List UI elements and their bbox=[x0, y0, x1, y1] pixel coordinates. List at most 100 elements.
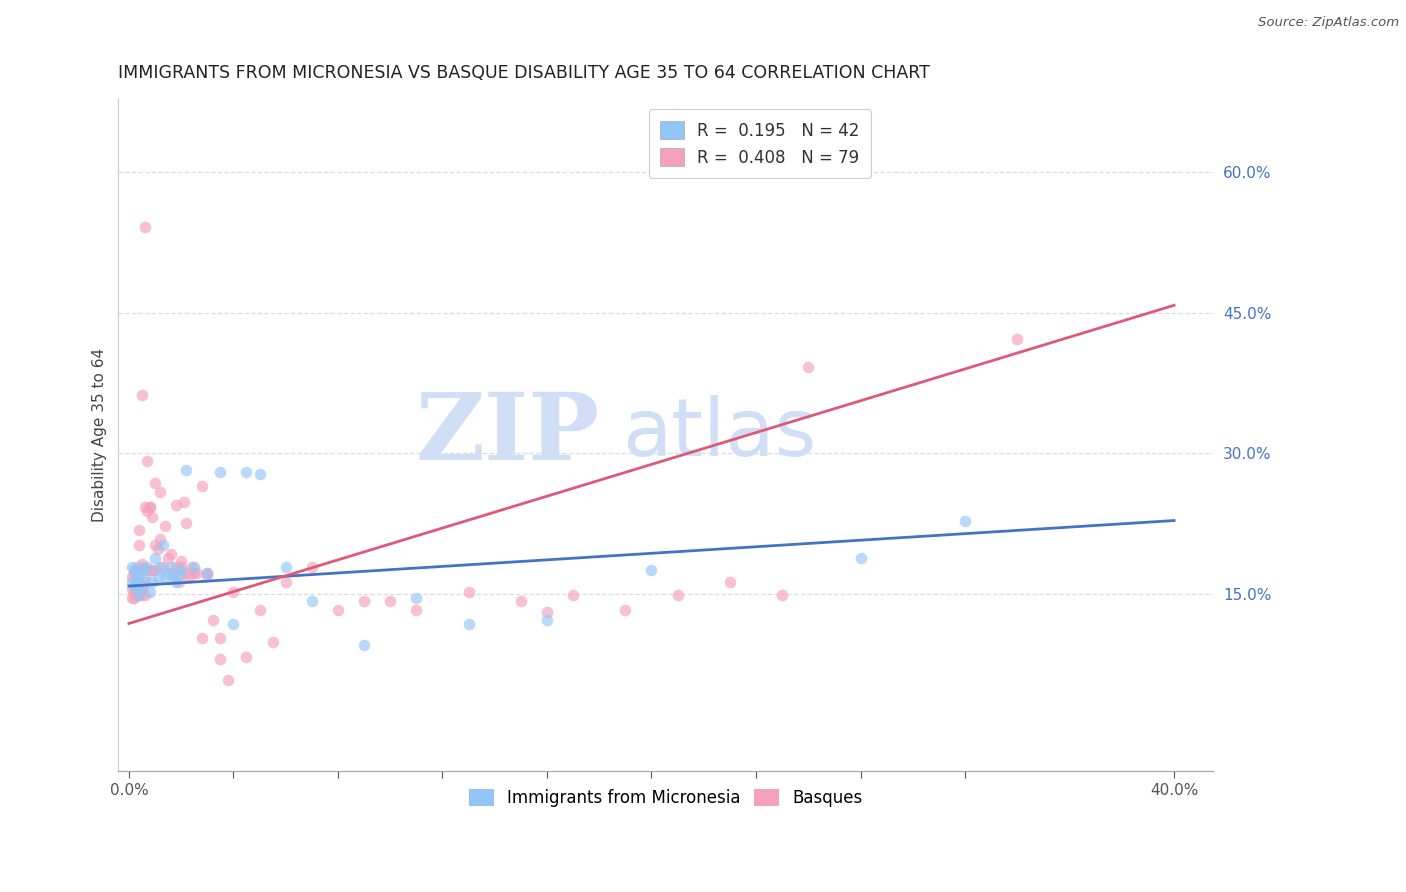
Point bbox=[167, 575, 190, 590]
Point bbox=[666, 589, 689, 603]
Point bbox=[134, 570, 156, 584]
Point bbox=[143, 538, 166, 552]
Point bbox=[134, 219, 156, 234]
Point bbox=[128, 523, 150, 537]
Y-axis label: Disability Age 35 to 64: Disability Age 35 to 64 bbox=[93, 347, 107, 522]
Point bbox=[134, 589, 156, 603]
Point bbox=[170, 560, 193, 574]
Text: Source: ZipAtlas.com: Source: ZipAtlas.com bbox=[1258, 16, 1399, 29]
Point bbox=[165, 560, 187, 574]
Point bbox=[128, 589, 150, 603]
Point bbox=[122, 563, 145, 577]
Point bbox=[953, 514, 976, 528]
Point bbox=[122, 566, 145, 580]
Point bbox=[353, 638, 375, 652]
Point bbox=[170, 563, 193, 577]
Point bbox=[139, 584, 162, 599]
Point bbox=[217, 673, 239, 687]
Point bbox=[405, 591, 427, 606]
Point bbox=[143, 551, 166, 566]
Point bbox=[457, 584, 479, 599]
Point bbox=[176, 516, 198, 531]
Point bbox=[162, 566, 184, 580]
Point bbox=[186, 566, 208, 580]
Point bbox=[614, 603, 637, 617]
Point bbox=[353, 594, 375, 608]
Point bbox=[121, 582, 143, 596]
Point bbox=[136, 504, 159, 518]
Point bbox=[249, 467, 271, 481]
Point bbox=[176, 566, 198, 580]
Point bbox=[183, 566, 205, 580]
Point bbox=[640, 563, 662, 577]
Point bbox=[262, 635, 284, 649]
Text: IMMIGRANTS FROM MICRONESIA VS BASQUE DISABILITY AGE 35 TO 64 CORRELATION CHART: IMMIGRANTS FROM MICRONESIA VS BASQUE DIS… bbox=[118, 64, 931, 82]
Point bbox=[159, 547, 181, 561]
Point bbox=[536, 605, 558, 619]
Point bbox=[222, 616, 245, 631]
Point bbox=[177, 570, 200, 584]
Point bbox=[249, 603, 271, 617]
Point bbox=[121, 591, 143, 606]
Point bbox=[183, 560, 205, 574]
Point bbox=[136, 453, 159, 467]
Point bbox=[141, 509, 163, 524]
Point bbox=[125, 560, 148, 574]
Point bbox=[155, 570, 177, 584]
Point bbox=[125, 582, 148, 596]
Point bbox=[122, 591, 145, 606]
Point bbox=[152, 560, 174, 574]
Text: atlas: atlas bbox=[621, 395, 817, 474]
Point bbox=[136, 560, 159, 574]
Point bbox=[195, 566, 218, 580]
Point bbox=[139, 563, 162, 577]
Point bbox=[405, 603, 427, 617]
Text: ZIP: ZIP bbox=[416, 390, 600, 479]
Point bbox=[131, 589, 153, 603]
Point bbox=[326, 603, 349, 617]
Point bbox=[128, 567, 150, 582]
Point bbox=[380, 594, 402, 608]
Point bbox=[718, 575, 741, 590]
Point bbox=[128, 563, 150, 577]
Point bbox=[141, 575, 163, 590]
Point bbox=[125, 575, 148, 590]
Point bbox=[146, 570, 169, 584]
Point bbox=[125, 570, 148, 584]
Point bbox=[131, 560, 153, 574]
Point bbox=[195, 566, 218, 580]
Point bbox=[136, 563, 159, 577]
Point bbox=[235, 465, 257, 479]
Point bbox=[509, 594, 531, 608]
Point bbox=[121, 570, 143, 584]
Point bbox=[149, 485, 172, 500]
Point bbox=[167, 567, 190, 582]
Point bbox=[155, 519, 177, 533]
Point bbox=[143, 476, 166, 491]
Point bbox=[209, 652, 232, 666]
Point bbox=[797, 359, 820, 374]
Point bbox=[536, 613, 558, 627]
Point bbox=[128, 538, 150, 552]
Point bbox=[159, 560, 181, 574]
Point bbox=[146, 541, 169, 556]
Point bbox=[152, 538, 174, 552]
Point bbox=[562, 589, 585, 603]
Point bbox=[770, 589, 793, 603]
Point bbox=[149, 533, 172, 547]
Point bbox=[301, 594, 323, 608]
Point bbox=[176, 463, 198, 477]
Point bbox=[131, 388, 153, 402]
Point bbox=[122, 584, 145, 599]
Point bbox=[125, 589, 148, 603]
Point bbox=[121, 575, 143, 590]
Point bbox=[143, 563, 166, 577]
Point bbox=[122, 579, 145, 593]
Point bbox=[457, 616, 479, 631]
Point bbox=[191, 479, 214, 493]
Point bbox=[131, 557, 153, 571]
Point bbox=[222, 584, 245, 599]
Point bbox=[173, 495, 195, 509]
Point bbox=[165, 575, 187, 590]
Point bbox=[191, 632, 214, 646]
